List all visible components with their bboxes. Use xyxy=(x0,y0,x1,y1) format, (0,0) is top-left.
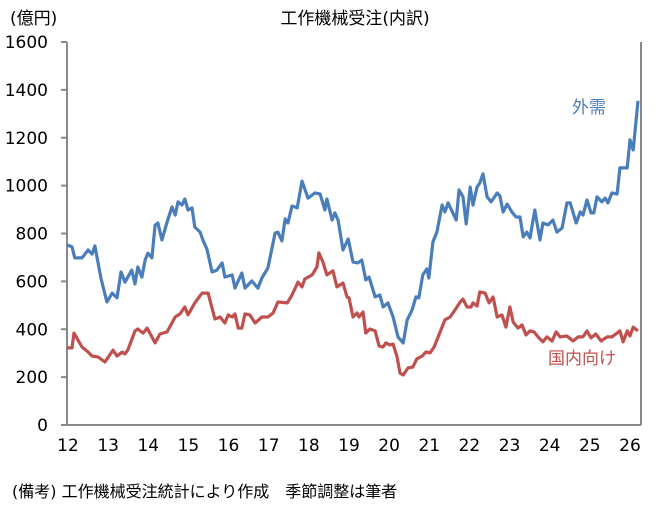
series-label: 外需 xyxy=(572,98,606,118)
x-tick-label: 19 xyxy=(338,436,360,456)
y-tick-label: 1000 xyxy=(5,177,48,197)
x-tick-label: 17 xyxy=(258,436,280,456)
x-tick-label: 18 xyxy=(298,436,320,456)
y-tick-label: 1600 xyxy=(5,33,48,53)
x-tick-label: 26 xyxy=(619,436,641,456)
y-tick-label: 400 xyxy=(16,320,48,340)
chart-title: 工作機械受注(内訳) xyxy=(280,9,429,29)
x-tick-label: 23 xyxy=(499,436,521,456)
x-tick-label: 16 xyxy=(218,436,240,456)
x-tick-label: 14 xyxy=(137,436,159,456)
y-tick-label: 800 xyxy=(16,225,48,245)
y-tick-label: 200 xyxy=(16,368,48,388)
x-tick-label: 22 xyxy=(459,436,481,456)
x-tick-label: 21 xyxy=(418,436,440,456)
x-tick-label: 13 xyxy=(97,436,119,456)
x-tick-label: 12 xyxy=(57,436,79,456)
x-tick-label: 24 xyxy=(539,436,561,456)
y-tick-label: 600 xyxy=(16,272,48,292)
y-tick-label: 1400 xyxy=(5,81,48,101)
series-label: 国内向け xyxy=(548,349,616,369)
axes: 0 200 400 600 800 1000 1200 1400 1600 12 13 14 15 16 1… xyxy=(5,33,642,456)
chart-note: (備考) 工作機械受注統計により作成 季節調整は筆者 xyxy=(12,482,398,501)
y-tick-label: 1200 xyxy=(5,129,48,149)
y-axis-label: (億円) xyxy=(10,9,57,29)
x-tick-label: 20 xyxy=(378,436,400,456)
series-line-domestic xyxy=(67,251,639,377)
series-lines xyxy=(66,100,640,377)
series-line-foreign xyxy=(66,100,640,345)
x-tick-label: 25 xyxy=(579,436,601,456)
y-tick-label: 0 xyxy=(37,416,48,436)
x-tick-label: 15 xyxy=(178,436,200,456)
